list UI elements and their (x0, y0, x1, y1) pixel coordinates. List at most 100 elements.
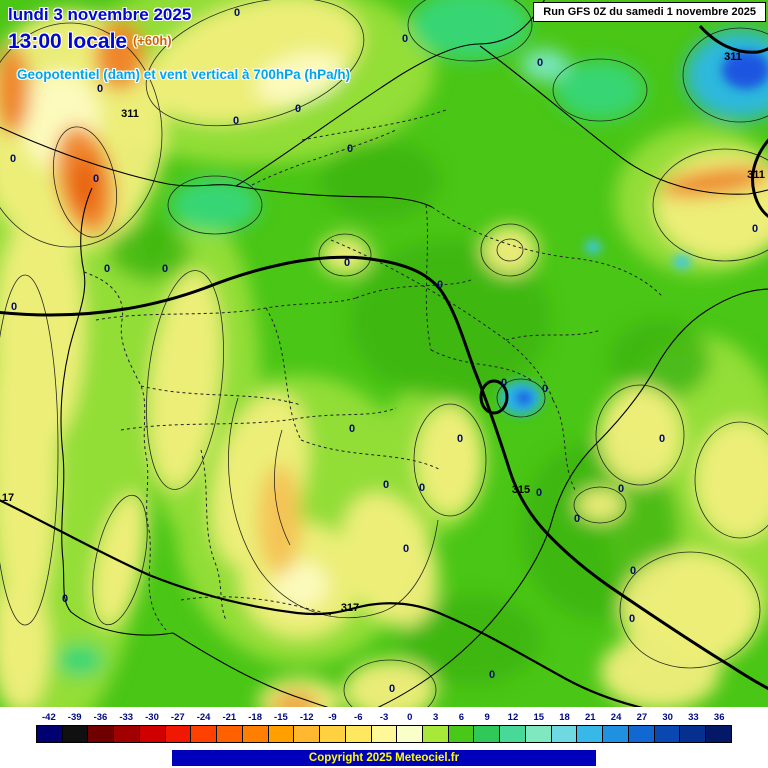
legend-tick-label: 6 (458, 712, 465, 723)
legend-tick-label: 12 (507, 712, 519, 723)
vertical-velocity-zero-label: 0 (402, 33, 408, 45)
vertical-velocity-zero-label: 0 (10, 153, 16, 165)
vertical-velocity-zero-label: 0 (629, 613, 635, 625)
legend-tick-label: 21 (585, 712, 596, 723)
vertical-velocity-zero-label: 0 (93, 173, 99, 185)
legend-color-cell (267, 726, 294, 742)
geopotential-height-label: 17 (2, 492, 14, 504)
legend-tick-label: -42 (42, 712, 56, 723)
vertical-velocity-zero-label: 0 (233, 115, 239, 127)
geopotential-height-label: 311 (747, 169, 765, 181)
legend-color-cell (627, 726, 654, 742)
vertical-velocity-zero-label: 0 (349, 423, 355, 435)
legend-tick-label: 9 (484, 712, 490, 723)
vertical-velocity-zero-label: 0 (344, 257, 350, 269)
legend-color-bar (36, 725, 732, 743)
local-time-label: 13:00 locale (8, 30, 128, 53)
legend-tick-label: -36 (93, 712, 108, 723)
legend-color-cell (113, 726, 139, 742)
vertical-velocity-zero-label: 0 (104, 263, 110, 275)
legend-color-cell (87, 726, 114, 742)
legend-tick-label: 33 (688, 712, 699, 723)
legend-color-cell (344, 726, 371, 742)
vertical-velocity-zero-label: 0 (97, 83, 103, 95)
copyright-banner: Copyright 2025 Meteociel.fr (172, 750, 596, 766)
legend-tick-label: 0 (407, 712, 413, 723)
map-parameter-title: Geopotentiel (dam) et vent vertical à 70… (17, 67, 351, 82)
legend-color-cell (164, 726, 191, 742)
vertical-velocity-zero-label: 0 (457, 433, 463, 445)
forecast-time: 13:00 locale (+60h) (8, 30, 172, 54)
legend-color-cell (524, 726, 551, 742)
legend-color-cell (370, 726, 397, 742)
legend-color-cell (190, 726, 217, 742)
vertical-velocity-zero-label: 0 (536, 487, 542, 499)
vertical-velocity-zero-label: 0 (437, 279, 443, 291)
map-labels-layer: 0 0 0 0 0 0 311 0 0 0 311 311 0 0 0 0 0 0 0 0 0 0 0 0 0 315 0 17 0 0 0… (2, 7, 765, 695)
vertical-velocity-zero-label: 0 (618, 483, 624, 495)
legend-tick-label: 18 (559, 712, 570, 723)
vertical-velocity-zero-label: 0 (659, 433, 665, 445)
legend-color-cell (576, 726, 603, 742)
vertical-velocity-zero-label: 0 (501, 377, 507, 389)
vertical-velocity-zero-label: 0 (389, 683, 395, 695)
vertical-velocity-zero-label: 0 (295, 103, 301, 115)
legend-tick-label: -6 (354, 712, 363, 723)
legend-color-cell (37, 726, 62, 742)
legend-color-cell (499, 726, 525, 742)
legend-tick-label: 27 (636, 712, 648, 723)
vertical-velocity-zero-label: 0 (574, 513, 580, 525)
vertical-velocity-field (0, 0, 768, 707)
vertical-velocity-zero-label: 0 (11, 301, 17, 313)
legend-tick-label: -12 (299, 712, 314, 723)
legend-tick-label: -24 (196, 712, 211, 723)
geopotential-height-label: 311 (724, 51, 742, 63)
legend-color-cell (473, 726, 500, 742)
vertical-velocity-cores (500, 51, 768, 415)
geopotential-height-label: 317 (341, 602, 359, 614)
legend-tick-label: -39 (67, 712, 82, 723)
vertical-velocity-zero-label: 0 (62, 593, 68, 605)
legend-tick-row: -42 -39 -36 -33 -30 -27 -24 -21 -18 -15 -12 -9 -6 -3 0… (36, 711, 732, 725)
geopotential-contours (0, 25, 768, 707)
legend-tick-label: -9 (328, 712, 337, 723)
legend-color-cell (705, 726, 731, 742)
vertical-velocity-zero-label: 0 (542, 383, 548, 395)
legend-color-cell (293, 726, 320, 742)
legend-color-cell (679, 726, 706, 742)
forecast-offset: (+60h) (132, 33, 172, 48)
vertical-velocity-zero-label: 0 (537, 57, 543, 69)
legend-color-cell (602, 726, 628, 742)
weather-map-svg: 0 0 0 0 0 0 311 0 0 0 311 311 0 0 0 0 0 0 0 0 0 0 0 0 0 315 0 17 0 0 0… (0, 0, 768, 707)
geopotential-height-label: 315 (512, 484, 530, 496)
legend-tick-label: -15 (274, 712, 288, 723)
vertical-velocity-zero-label: 0 (630, 565, 636, 577)
legend-color-cell (422, 726, 448, 742)
legend-tick-label: -27 (170, 712, 185, 723)
legend-color-cell (319, 726, 345, 742)
vertical-velocity-zero-label: 0 (162, 263, 168, 275)
vertical-velocity-zero-label: 0 (489, 669, 495, 681)
legend-tick-label: -21 (222, 712, 237, 723)
run-info-box: Run GFS 0Z du samedi 1 novembre 2025 (533, 2, 766, 22)
vertical-velocity-zero-label: 0 (347, 143, 353, 155)
zero-contour-lines (0, 0, 768, 707)
vertical-velocity-zero-label: 0 (752, 223, 758, 235)
map-area: 0 0 0 0 0 0 311 0 0 0 311 311 0 0 0 0 0 0 0 0 0 0 0 0 0 315 0 17 0 0 0… (0, 0, 768, 707)
legend-tick-label: -33 (119, 712, 134, 723)
legend-color-cell (216, 726, 242, 742)
vertical-velocity-zero-label: 0 (419, 482, 425, 494)
legend-tick-label: -30 (145, 712, 159, 723)
legend-color-cell (550, 726, 577, 742)
legend-color-cell (138, 726, 165, 742)
legend-color-cell (61, 726, 88, 742)
legend-tick-label: 36 (713, 712, 725, 723)
legend-tick-label: 24 (610, 712, 622, 723)
geopotential-height-label: 311 (121, 108, 139, 120)
legend-color-cell (653, 726, 680, 742)
legend-tick-label: -18 (248, 712, 262, 723)
legend-color-cell (447, 726, 474, 742)
legend-tick-label: 3 (432, 712, 439, 723)
vertical-velocity-zero-label: 0 (383, 479, 389, 491)
